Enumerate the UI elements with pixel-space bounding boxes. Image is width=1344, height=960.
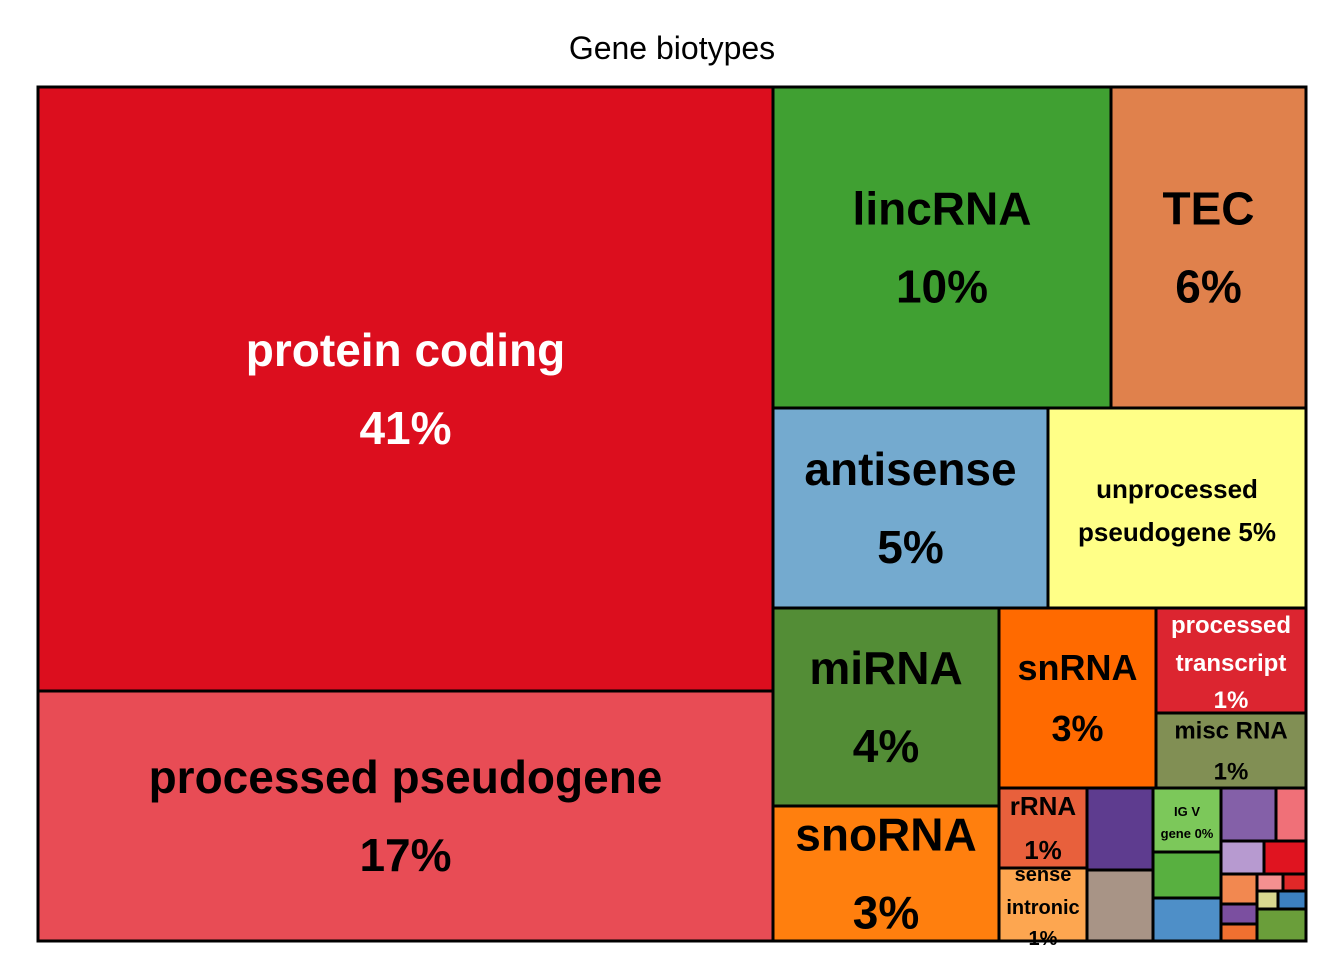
cell-label-processed-transcript-line1: processed — [1171, 612, 1291, 639]
treemap-cell-ig-v-gene — [1151, 786, 1223, 854]
cell-label-protein-coding: protein coding — [246, 324, 565, 376]
cell-label-snrna: snRNA — [1017, 647, 1137, 688]
treemap-frame — [36, 85, 1308, 943]
treemap-cell-unlabeled-26 — [1219, 902, 1259, 926]
treemap-cell-unlabeled-14 — [1085, 786, 1155, 872]
treemap-cell-protein-coding — [36, 85, 775, 693]
cell-label-unprocessed-pseudogene-line1: unprocessed — [1096, 474, 1258, 504]
cell-label-unprocessed-pseudogene-line2: pseudogene 5% — [1078, 517, 1276, 547]
cell-value-mirna: 4% — [853, 720, 919, 772]
cell-label-mirna: miRNA — [809, 642, 962, 694]
cell-value-processed-transcript: 1% — [1214, 687, 1249, 714]
cell-label-sense-intronic-line1: sense — [1015, 864, 1072, 886]
treemap-cell-unlabeled-23 — [1255, 872, 1285, 893]
treemap-cell-processed-pseudogene — [36, 689, 775, 943]
cell-label-processed-transcript-line2: transcript — [1176, 650, 1287, 677]
cell-value-tec: 6% — [1175, 261, 1241, 313]
cell-label-antisense: antisense — [804, 443, 1016, 495]
treemap-cell-unlabeled-24 — [1281, 872, 1308, 893]
cell-label-snorna: snoRNA — [795, 809, 976, 861]
treemap-cell-unlabeled-22 — [1219, 872, 1259, 906]
treemap-cell-unlabeled-16 — [1151, 850, 1223, 900]
treemap-cell-unlabeled-28 — [1219, 922, 1259, 943]
chart-title: Gene biotypes — [568, 30, 776, 66]
treemap-cell-tec — [1109, 85, 1308, 410]
treemap-cell-snrna — [997, 606, 1158, 790]
cell-value-antisense: 5% — [877, 521, 943, 573]
cell-label-tec: TEC — [1163, 183, 1255, 235]
cell-value-snorna: 3% — [853, 887, 919, 939]
treemap-cell-unlabeled-17 — [1151, 896, 1223, 943]
cell-label-sense-intronic-line2: intronic — [1006, 897, 1079, 919]
cell-value-processed-pseudogene: 17% — [359, 829, 451, 881]
cell-label-lincrna: lincRNA — [853, 183, 1032, 235]
treemap-cell-unlabeled-18 — [1219, 786, 1278, 843]
treemap-cell-unprocessed-pseudogene — [1046, 406, 1308, 610]
cell-value-sense-intronic: 1% — [1029, 928, 1058, 950]
treemap-cell-mirna — [771, 606, 1001, 808]
cell-label-ig-v-gene-line2: gene 0% — [1161, 826, 1214, 841]
cell-label-misc-rna: misc RNA — [1174, 718, 1287, 745]
treemap-cell-unlabeled-20 — [1219, 839, 1266, 876]
treemap-cell-antisense — [771, 406, 1050, 610]
cell-label-processed-pseudogene: processed pseudogene — [149, 751, 663, 803]
cell-value-protein-coding: 41% — [359, 402, 451, 454]
treemap-cell-processed-transcript — [1154, 606, 1308, 715]
cell-value-lincrna: 10% — [896, 261, 988, 313]
treemap-cell-unlabeled-19 — [1274, 786, 1308, 843]
cell-value-rrna: 1% — [1024, 835, 1062, 865]
treemap-cell-unlabeled-25 — [1255, 889, 1280, 911]
treemap-cell-misc-rna — [1154, 711, 1308, 790]
treemap-cell-unlabeled-21 — [1262, 839, 1308, 876]
cell-label-rrna: rRNA — [1010, 791, 1077, 821]
treemap-cell-snorna — [771, 804, 1001, 943]
treemap-cell-unlabeled-27 — [1276, 889, 1308, 911]
cell-value-snrna: 3% — [1051, 708, 1103, 749]
treemap-cell-unlabeled-29 — [1255, 907, 1308, 943]
cell-label-ig-v-gene-line1: IG V — [1174, 804, 1200, 819]
treemap-cell-unlabeled-15 — [1085, 868, 1155, 943]
cell-value-misc-rna: 1% — [1214, 758, 1249, 785]
treemap-cell-lincrna — [771, 85, 1113, 410]
